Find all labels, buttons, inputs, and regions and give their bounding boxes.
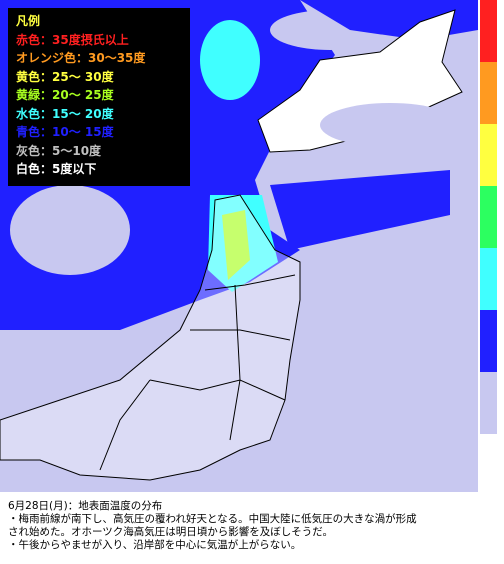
legend-item: 黄色：25〜 30度: [16, 69, 114, 84]
caption-title: 6月28日(月)：地表面温度の分布: [8, 500, 163, 512]
map: [0, 0, 497, 492]
caption-line: ・梅雨前線が南下し、高気圧の覆われ好天となる。中国大陸に低気圧の大きな渦が形成: [8, 513, 417, 525]
legend-item: 黄緑：20〜 25度: [16, 88, 114, 102]
legend: 凡例 赤色：35度摂氏以上オレンジ色：30〜35度 黄色：25〜 30度 黄緑：20…: [8, 8, 190, 186]
caption-line: ・午後からやませが入り、沿岸部を中心に気温が上がらない。: [8, 539, 302, 551]
legend-item: 白色：5度以下: [16, 162, 97, 176]
legend-item: 赤色：35度摂氏以上: [16, 32, 129, 47]
legend-item: 青色：10〜 15度: [16, 125, 114, 139]
legend-title: 凡例: [16, 14, 41, 28]
caption-line: され始めた。オホーツク海高気圧は明日頃から影響を及ぼしそうだ。: [8, 526, 333, 538]
legend-item: オレンジ色：30〜35度: [16, 51, 146, 65]
legend-item: 水色：15〜 20度: [16, 106, 114, 121]
legend-item: 灰色：5〜10度: [16, 143, 102, 158]
caption: 6月28日(月)：地表面温度の分布 ・梅雨前線が南下し、高気圧の覆われ好天となる…: [8, 500, 417, 552]
